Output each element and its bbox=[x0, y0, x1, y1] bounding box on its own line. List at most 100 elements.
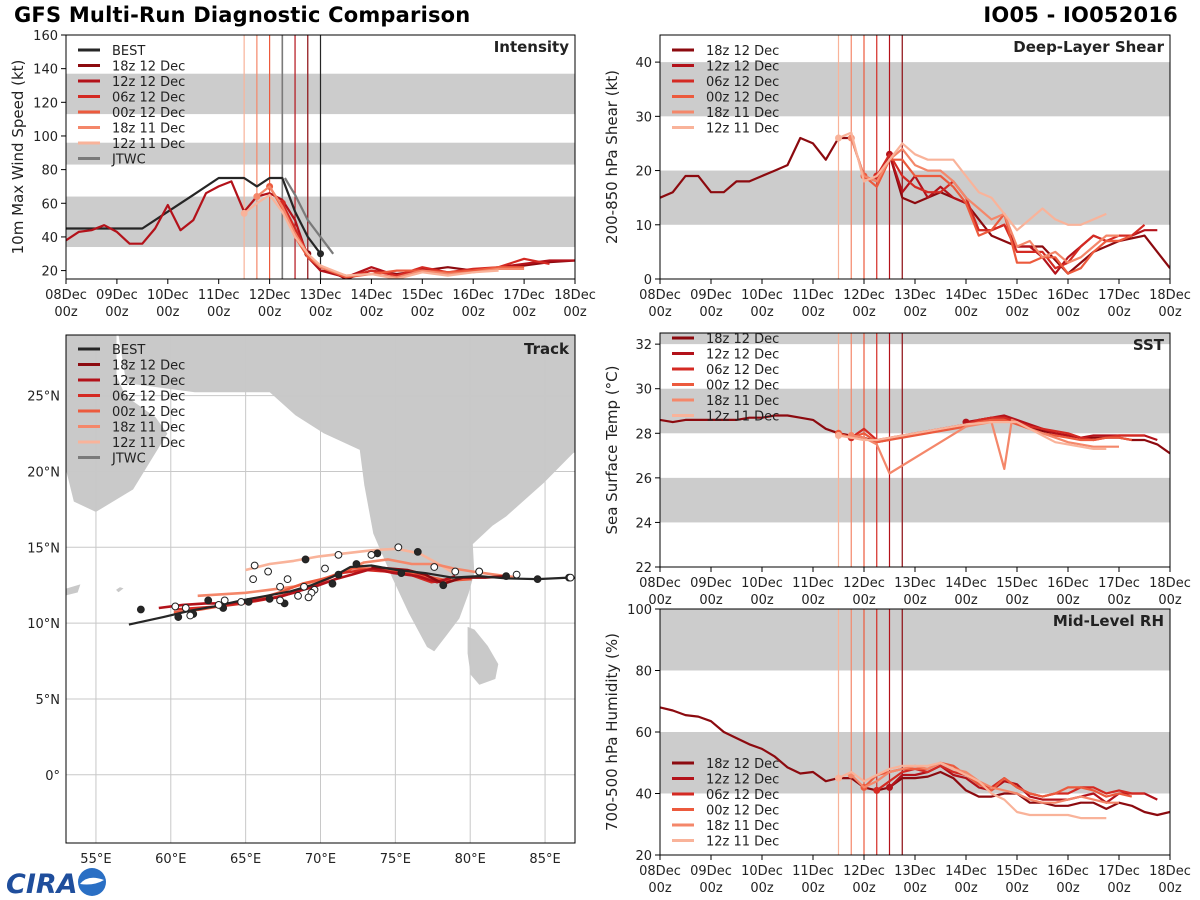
lon-tick-label: 85°E bbox=[529, 852, 560, 867]
shaded-band bbox=[660, 609, 1170, 671]
x-tick-label: 13Dec bbox=[894, 864, 936, 879]
track-position-marker bbox=[204, 596, 213, 605]
legend-entry: 12z 11 Dec bbox=[112, 436, 185, 451]
lon-tick-label: 75°E bbox=[380, 852, 411, 867]
track-position-marker bbox=[566, 573, 575, 582]
legend-entry: 18z 11 Dec bbox=[706, 819, 779, 834]
panel-sst: 22 24 26 28 30 32 08Dec 00z 09Dec 00z 10Dec 00z 11De… bbox=[603, 332, 1191, 608]
track-position-marker bbox=[304, 593, 313, 602]
x-tick-label: 00z bbox=[1056, 881, 1080, 896]
track-position-marker bbox=[276, 582, 284, 591]
x-tick-label: 09Dec bbox=[690, 288, 732, 303]
series-line bbox=[850, 137, 1119, 264]
figure-title: GFS Multi-Run Diagnostic Comparison bbox=[14, 3, 471, 27]
track-position-marker bbox=[301, 555, 310, 564]
x-tick-label: 00z bbox=[309, 305, 333, 320]
x-tick-label: 00z bbox=[1107, 305, 1131, 320]
x-tick-label: 17Dec bbox=[1098, 288, 1140, 303]
x-tick-label: 00z bbox=[852, 593, 876, 608]
x-tick-label: 00z bbox=[699, 305, 723, 320]
shaded-band bbox=[660, 477, 1170, 523]
legend-entry: 12z 12 Dec bbox=[112, 374, 185, 389]
x-tick-label: 09Dec bbox=[96, 288, 138, 303]
x-tick-label: 11Dec bbox=[792, 288, 834, 303]
x-tick-label: 00z bbox=[462, 305, 486, 320]
track-position-marker bbox=[439, 581, 448, 590]
shaded-band bbox=[660, 333, 1170, 345]
lat-tick-label: 10°N bbox=[27, 617, 60, 632]
track-position-marker bbox=[171, 602, 180, 611]
track-position-marker bbox=[352, 560, 361, 568]
legend-entry: 00z 12 Dec bbox=[112, 106, 185, 121]
x-tick-label: 00z bbox=[1158, 881, 1182, 896]
land-island bbox=[114, 586, 126, 594]
x-tick-label: 13Dec bbox=[894, 576, 936, 591]
track-position-marker bbox=[265, 594, 274, 603]
track-position-marker bbox=[334, 570, 343, 579]
land-india bbox=[117, 335, 575, 653]
y-tick-label: 80 bbox=[41, 164, 58, 179]
track-position-marker bbox=[430, 563, 439, 571]
series-line bbox=[863, 158, 1133, 275]
x-tick-label: 10Dec bbox=[741, 864, 783, 879]
y-axis-label: 200-850 hPa Shear (kt) bbox=[603, 70, 621, 244]
track-position-marker bbox=[136, 605, 145, 614]
panel-title: Track bbox=[524, 340, 570, 358]
x-tick-label: 00z bbox=[54, 305, 78, 320]
x-tick-label: 15Dec bbox=[401, 288, 443, 303]
track-position-marker bbox=[214, 601, 223, 609]
track-position-marker bbox=[394, 543, 403, 552]
x-tick-label: 13Dec bbox=[300, 288, 342, 303]
track-position-marker bbox=[334, 550, 343, 559]
x-tick-label: 00z bbox=[750, 881, 774, 896]
x-tick-label: 12Dec bbox=[249, 288, 291, 303]
x-tick-label: 17Dec bbox=[1098, 576, 1140, 591]
x-tick-label: 12Dec bbox=[843, 576, 885, 591]
track-position-marker bbox=[186, 611, 195, 620]
track-position-marker bbox=[502, 572, 511, 581]
x-tick-label: 16Dec bbox=[1047, 288, 1089, 303]
plot-area bbox=[66, 35, 575, 279]
plot-area bbox=[660, 609, 1170, 855]
x-tick-label: 00z bbox=[903, 305, 927, 320]
x-tick-label: 00z bbox=[648, 881, 672, 896]
legend-entry: 06z 12 Dec bbox=[112, 91, 185, 106]
track-position-marker bbox=[220, 596, 229, 605]
best-last-point bbox=[317, 250, 324, 258]
track-position-marker bbox=[181, 604, 190, 612]
series-start-point bbox=[835, 774, 842, 782]
series-start-point bbox=[886, 783, 893, 791]
cira-logo: CIRA bbox=[6, 868, 106, 898]
x-tick-label: 00z bbox=[801, 593, 825, 608]
x-tick-label: 11Dec bbox=[792, 864, 834, 879]
track-position-marker bbox=[294, 591, 302, 600]
legend-entry: 18z 11 Dec bbox=[112, 421, 185, 436]
x-tick-label: 08Dec bbox=[45, 288, 87, 303]
x-tick-label: 10Dec bbox=[147, 288, 189, 303]
x-tick-label: 09Dec bbox=[690, 864, 732, 879]
legend-entry: 12z 11 Dec bbox=[706, 835, 779, 850]
x-tick-label: 00z bbox=[1005, 593, 1029, 608]
lon-tick-label: 65°E bbox=[230, 852, 261, 867]
lat-tick-label: 20°N bbox=[27, 465, 60, 480]
series-start-point bbox=[240, 209, 248, 217]
track-position-marker bbox=[237, 597, 246, 606]
series-line bbox=[863, 761, 1133, 798]
storm-id: IO05 - IO052016 bbox=[983, 3, 1178, 27]
legend-entry: 00z 12 Dec bbox=[706, 379, 779, 394]
y-axis-label: 700-500 hPa Humidity (%) bbox=[603, 633, 621, 831]
y-tick-label: 80 bbox=[635, 665, 652, 680]
x-tick-label: 00z bbox=[801, 881, 825, 896]
x-tick-label: 13Dec bbox=[894, 288, 936, 303]
track-position-marker bbox=[250, 561, 259, 570]
x-tick-label: 08Dec bbox=[639, 288, 681, 303]
track-position-marker bbox=[413, 547, 422, 556]
x-tick-label: 00z bbox=[699, 881, 723, 896]
series-line bbox=[66, 176, 322, 255]
track-position-marker bbox=[533, 575, 542, 584]
x-tick-label: 00z bbox=[750, 593, 774, 608]
series-start-point bbox=[835, 134, 842, 142]
x-tick-label: 00z bbox=[699, 593, 723, 608]
